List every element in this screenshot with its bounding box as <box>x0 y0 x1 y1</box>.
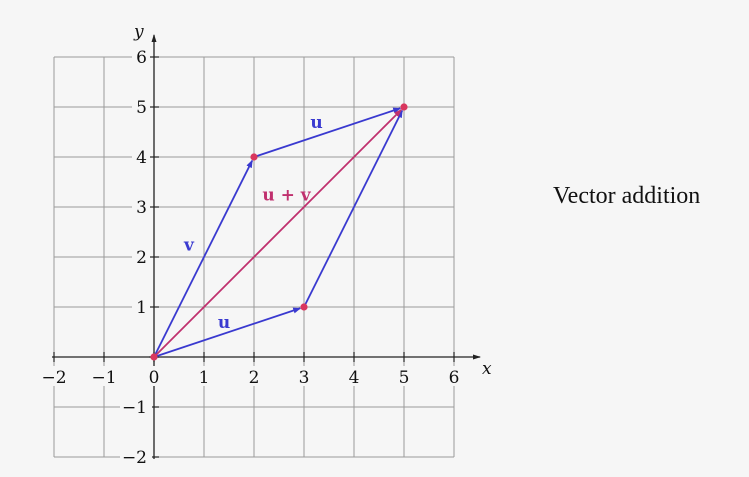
x-tick-label-bg <box>297 366 311 386</box>
axes: xy <box>52 22 492 459</box>
vector-labels: v u u u + v <box>183 113 323 333</box>
points <box>150 103 408 361</box>
x-tick-label-bg <box>197 366 211 386</box>
y-tick-label-bg <box>132 96 150 116</box>
point-origin <box>150 353 158 361</box>
y-tick-label-bg <box>132 146 150 166</box>
y-tick-label: −1 <box>122 398 147 418</box>
vector-v <box>153 159 254 358</box>
x-tick-label: 5 <box>399 368 410 388</box>
y-tick-label-bg <box>120 396 152 416</box>
y-tick-label: 3 <box>136 198 147 218</box>
x-tick-label: −1 <box>91 368 116 388</box>
point-u-tip <box>300 303 308 311</box>
vectors <box>153 107 404 358</box>
x-tick-label-bg <box>247 366 261 386</box>
x-tick-label-bg <box>347 366 361 386</box>
x-tick-label-bg <box>147 366 161 386</box>
x-tick-label: −2 <box>41 368 66 388</box>
y-tick-label: 4 <box>136 148 147 168</box>
y-tick-label: 2 <box>136 248 147 268</box>
vector-u-plus-v <box>153 109 402 358</box>
y-tick-label: 6 <box>136 48 147 68</box>
y-tick-label-bg <box>132 246 150 266</box>
y-tick-label: 1 <box>136 298 147 318</box>
y-tick-label: −2 <box>122 448 147 468</box>
vector-v-right <box>303 109 404 308</box>
y-tick-label-bg <box>132 46 150 66</box>
x-axis-label: x <box>482 359 492 379</box>
vector-u-plus-v-label: u + v <box>262 186 311 206</box>
x-tick-label: 3 <box>299 368 310 388</box>
y-tick-label: 5 <box>136 98 147 118</box>
y-tick-label-bg <box>132 196 150 216</box>
vector-u-bottom-label: u <box>218 313 230 333</box>
x-tick-label-bg <box>40 366 68 386</box>
diagram-caption: Vector addition <box>553 183 701 209</box>
vector-u-bottom <box>153 307 302 358</box>
y-tick-label-bg <box>132 296 150 316</box>
point-sum-tip <box>400 103 408 111</box>
x-tick-label-bg <box>397 366 411 386</box>
x-tick-label: 1 <box>199 368 210 388</box>
y-axis-label: y <box>133 22 144 42</box>
x-tick-label: 2 <box>249 368 260 388</box>
vector-u-top <box>253 107 402 158</box>
x-tick-label: 4 <box>349 368 360 388</box>
point-v-tip <box>250 153 258 161</box>
y-tick-label-bg <box>120 446 152 466</box>
x-tick-label-bg <box>447 366 461 386</box>
x-tick-label: 0 <box>149 368 160 388</box>
x-tick-label-bg <box>90 366 118 386</box>
vector-v-label: v <box>183 236 195 256</box>
x-tick-label: 6 <box>449 368 460 388</box>
vector-u-top-label: u <box>310 113 322 133</box>
